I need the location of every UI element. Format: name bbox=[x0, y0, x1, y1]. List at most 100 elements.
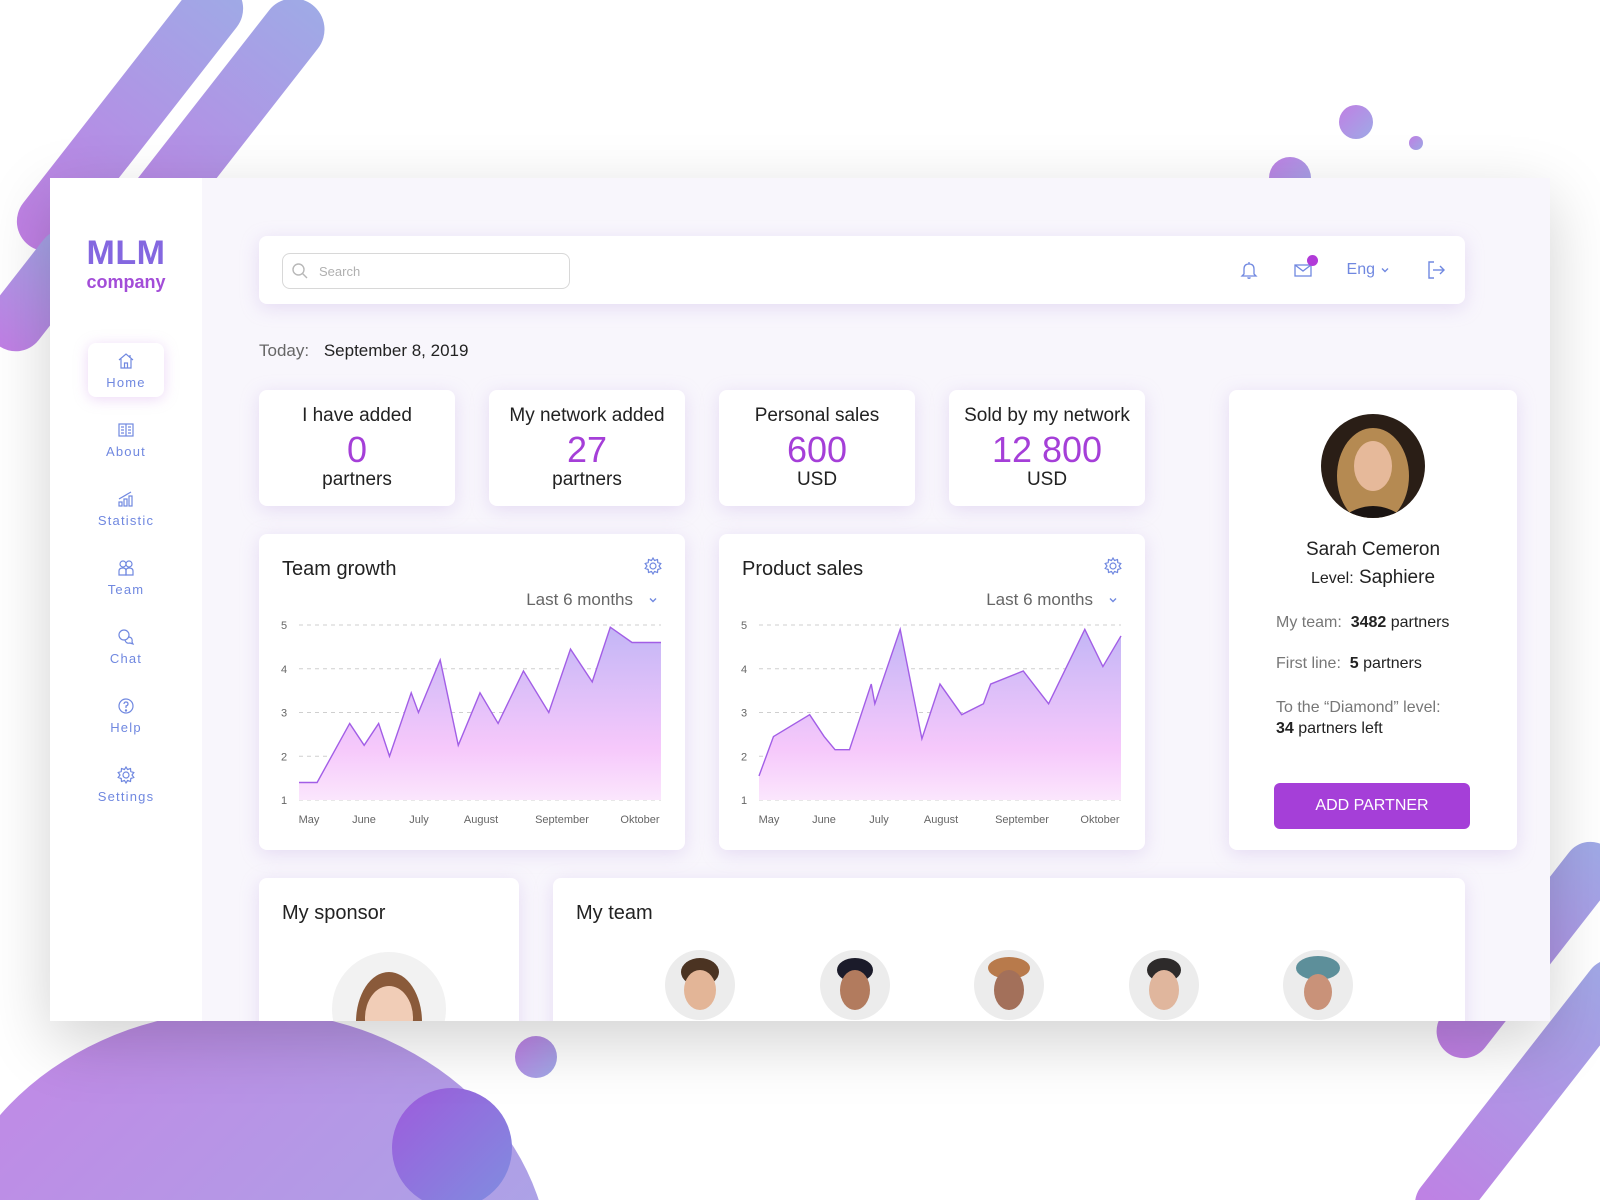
today-label: Today: bbox=[259, 341, 310, 360]
sidebar-item-label: Help bbox=[110, 719, 142, 735]
chevron-down-icon bbox=[1381, 268, 1389, 273]
search-icon bbox=[292, 263, 308, 279]
home-icon bbox=[118, 352, 134, 369]
sidebar-item-label: Home bbox=[106, 374, 146, 390]
sidebar-item-label: Settings bbox=[97, 788, 155, 804]
svg-text:5: 5 bbox=[741, 620, 747, 632]
range-label: Last 6 months bbox=[986, 590, 1093, 609]
language-selector[interactable]: Eng bbox=[1347, 261, 1391, 279]
sidebar-item-help[interactable]: Help bbox=[88, 688, 164, 742]
notifications-button[interactable] bbox=[1239, 260, 1259, 280]
avatar-photo bbox=[1147, 958, 1181, 1010]
svg-text:June: June bbox=[352, 814, 376, 826]
logout-icon bbox=[1428, 261, 1445, 279]
team-member-avatar[interactable] bbox=[1283, 950, 1353, 1020]
product-sales-card: Product sales Last 6 months 1 2 3 4 5 May June… bbox=[719, 534, 1145, 850]
product-sales-chart: 1 2 3 4 5 May June July August September Oktober bbox=[741, 620, 1122, 826]
top-actions: Eng bbox=[1205, 236, 1447, 304]
team-member-avatar[interactable] bbox=[1129, 950, 1199, 1020]
chart-title: Team growth bbox=[282, 558, 397, 580]
stat-unit: USD bbox=[1026, 469, 1068, 490]
first-line-row: First line: 5 partners bbox=[1276, 655, 1422, 673]
team-size-row: My team: 3482 partners bbox=[1276, 614, 1449, 632]
sidebar-item-team[interactable]: Team bbox=[88, 550, 164, 604]
avatar-photo bbox=[681, 958, 719, 1010]
app-window: MLM company Home About Statistic bbox=[50, 178, 1550, 1021]
svg-text:Oktober: Oktober bbox=[1080, 814, 1119, 826]
svg-text:2: 2 bbox=[281, 751, 287, 763]
today-value: September 8, 2019 bbox=[323, 341, 469, 360]
stat-value: 12 800 bbox=[991, 429, 1103, 470]
avatar-photo bbox=[356, 972, 422, 1021]
sidebar-item-about[interactable]: About bbox=[88, 412, 164, 466]
team-member-avatar[interactable] bbox=[820, 950, 890, 1020]
stat-title: I have added bbox=[302, 405, 412, 426]
sidebar-item-settings[interactable]: Settings bbox=[88, 757, 164, 811]
decor-circle bbox=[392, 1088, 512, 1200]
chart-icon bbox=[118, 490, 133, 507]
team-size-unit: partners bbox=[1390, 614, 1450, 631]
svg-text:5: 5 bbox=[281, 620, 287, 632]
svg-text:June: June bbox=[812, 814, 836, 826]
sidebar-item-statistic[interactable]: Statistic bbox=[88, 481, 164, 535]
stat-unit: partners bbox=[552, 469, 622, 490]
team-member-avatar[interactable] bbox=[665, 950, 735, 1020]
stat-card-personal-sales: Personal sales 600 USD bbox=[719, 390, 915, 506]
svg-text:4: 4 bbox=[281, 664, 287, 676]
svg-text:2: 2 bbox=[741, 751, 747, 763]
svg-text:August: August bbox=[924, 814, 958, 826]
svg-text:May: May bbox=[759, 814, 780, 826]
chart-title: Product sales bbox=[742, 558, 864, 580]
avatar-photo bbox=[837, 958, 873, 1010]
team-growth-chart: 1 2 3 4 5 May June July August September Oktober bbox=[281, 620, 661, 826]
stat-value: 0 bbox=[346, 429, 368, 470]
unread-badge bbox=[1306, 255, 1318, 266]
add-partner-button[interactable]: ADD PARTNER bbox=[1274, 783, 1470, 829]
search-box[interactable] bbox=[282, 253, 570, 289]
team-icon bbox=[118, 559, 134, 576]
search-input[interactable] bbox=[319, 263, 539, 279]
sidebar-item-home[interactable]: Home bbox=[88, 343, 164, 397]
range-label: Last 6 months bbox=[526, 590, 633, 609]
chat-icon bbox=[118, 628, 135, 645]
stat-card-network-added: My network added 27 partners bbox=[489, 390, 685, 506]
svg-text:1: 1 bbox=[741, 795, 747, 807]
decor-circle bbox=[1409, 136, 1423, 150]
messages-button[interactable] bbox=[1293, 255, 1318, 280]
range-dropdown[interactable]: Last 6 months bbox=[526, 590, 659, 610]
avatar[interactable] bbox=[1321, 414, 1425, 518]
first-line-unit: partners bbox=[1363, 655, 1422, 672]
my-team-card: My team bbox=[553, 878, 1465, 1021]
gear-icon[interactable] bbox=[643, 556, 663, 576]
section-title: My team bbox=[576, 902, 653, 924]
sidebar-item-label: Team bbox=[107, 581, 145, 597]
gear-icon[interactable] bbox=[1103, 556, 1123, 576]
first-line-count: 5 bbox=[1349, 655, 1359, 672]
svg-text:September: September bbox=[535, 814, 589, 826]
help-icon bbox=[118, 697, 134, 714]
range-dropdown[interactable]: Last 6 months bbox=[986, 590, 1119, 610]
stat-unit: partners bbox=[322, 469, 392, 490]
logout-button[interactable] bbox=[1425, 259, 1447, 281]
language-label: Eng bbox=[1346, 261, 1375, 278]
decor-circle bbox=[1339, 105, 1373, 139]
diamond-label: To the “Diamond” level: bbox=[1276, 699, 1441, 716]
stat-card-network-sales: Sold by my network 12 800 USD bbox=[949, 390, 1145, 506]
book-icon bbox=[118, 422, 134, 437]
chevron-down-icon bbox=[1109, 598, 1117, 603]
svg-text:4: 4 bbox=[741, 664, 747, 676]
sidebar-nav: Home About Statistic Team Chat bbox=[50, 343, 202, 826]
stat-title: Personal sales bbox=[754, 405, 880, 426]
level-label: Level: bbox=[1310, 570, 1354, 587]
stat-title: Sold by my network bbox=[964, 405, 1130, 426]
sidebar-item-label: Chat bbox=[109, 650, 143, 666]
avatar-photo bbox=[1296, 956, 1340, 1010]
sidebar-item-chat[interactable]: Chat bbox=[88, 619, 164, 673]
sidebar-item-label: Statistic bbox=[97, 512, 155, 528]
logo[interactable]: MLM company bbox=[50, 236, 202, 293]
logo-title: MLM bbox=[86, 234, 166, 272]
sponsor-avatar[interactable] bbox=[332, 952, 446, 1021]
team-member-avatar[interactable] bbox=[974, 950, 1044, 1020]
mail-icon bbox=[1293, 264, 1312, 277]
